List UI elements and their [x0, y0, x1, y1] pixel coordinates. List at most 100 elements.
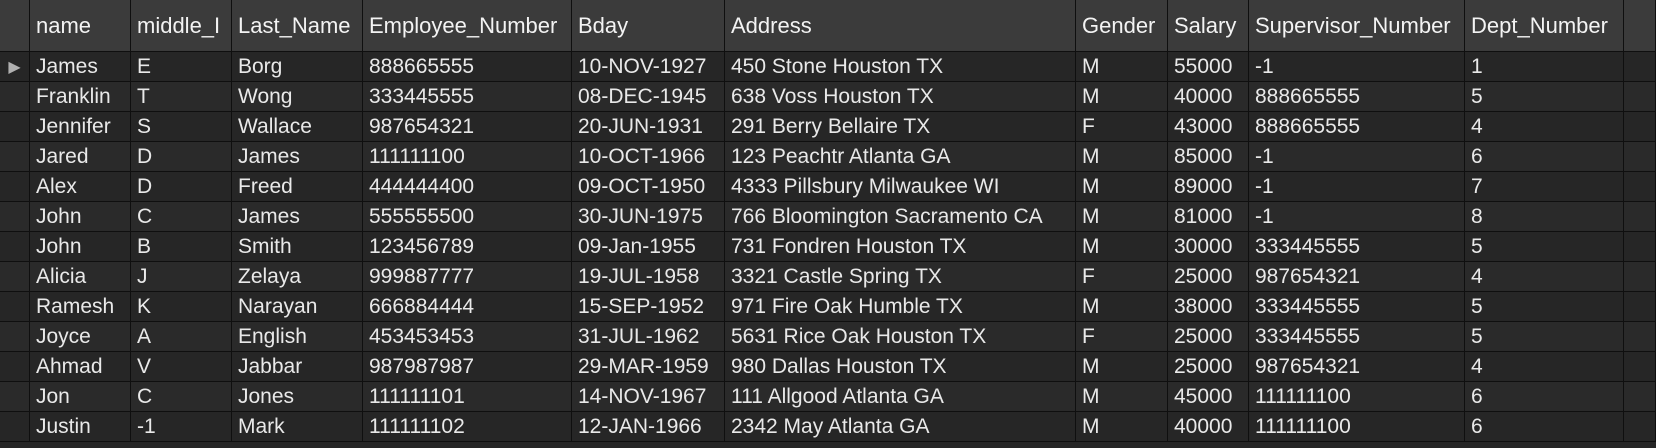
table-row[interactable]: ▶ James E Borg 888665555 10-NOV-1927 450 Stone… — [0, 52, 1656, 82]
cell-gender[interactable]: F — [1076, 262, 1168, 291]
table-row[interactable]: Jon C Jones 111111101 14-NOV-1967 111 Allgood… — [0, 382, 1656, 412]
cell-middle-i[interactable]: K — [131, 292, 232, 321]
cell-employee-number[interactable]: 999887777 — [363, 262, 572, 291]
cell-bday[interactable]: 12-JAN-1966 — [572, 412, 725, 441]
cell-gender[interactable]: M — [1076, 292, 1168, 321]
cell-dept-number[interactable]: 5 — [1465, 322, 1624, 351]
table-row[interactable]: Ramesh K Narayan 666884444 15-SEP-1952 971 Fi… — [0, 292, 1656, 322]
cell-last-name[interactable]: Jabbar — [232, 352, 363, 381]
cell-supervisor-number[interactable]: -1 — [1249, 172, 1465, 201]
cell-address[interactable]: 766 Bloomington Sacramento CA — [725, 202, 1076, 231]
cell-last-name[interactable]: Borg — [232, 52, 363, 81]
cell-dept-number[interactable]: 5 — [1465, 82, 1624, 111]
cell-employee-number[interactable]: 555555500 — [363, 202, 572, 231]
cell-bday[interactable]: 10-OCT-1966 — [572, 142, 725, 171]
cell-supervisor-number[interactable]: 111111100 — [1249, 382, 1465, 411]
table-row[interactable]: John C James 555555500 30-JUN-1975 766 Bloomi… — [0, 202, 1656, 232]
cell-last-name[interactable]: Jones — [232, 382, 363, 411]
column-header-last-name[interactable]: Last_Name — [232, 0, 363, 52]
cell-employee-number[interactable]: 111111102 — [363, 412, 572, 441]
row-gutter[interactable] — [0, 412, 30, 441]
cell-supervisor-number[interactable]: 333445555 — [1249, 322, 1465, 351]
row-gutter[interactable] — [0, 202, 30, 231]
cell-supervisor-number[interactable]: 888665555 — [1249, 82, 1465, 111]
cell-middle-i[interactable]: B — [131, 232, 232, 261]
cell-bday[interactable]: 14-NOV-1967 — [572, 382, 725, 411]
table-row[interactable]: Ahmad V Jabbar 987987987 29-MAR-1959 980 Dall… — [0, 352, 1656, 382]
cell-employee-number[interactable]: 111111101 — [363, 382, 572, 411]
cell-address[interactable]: 4333 Pillsbury Milwaukee WI — [725, 172, 1076, 201]
cell-last-name[interactable]: Mark — [232, 412, 363, 441]
cell-middle-i[interactable]: A — [131, 322, 232, 351]
table-row[interactable]: Franklin T Wong 333445555 08-DEC-1945 638 Vos… — [0, 82, 1656, 112]
cell-supervisor-number[interactable]: 111111100 — [1249, 412, 1465, 441]
cell-name[interactable]: John — [30, 232, 131, 261]
cell-salary[interactable]: 38000 — [1168, 292, 1249, 321]
cell-last-name[interactable]: Smith — [232, 232, 363, 261]
cell-gender[interactable]: M — [1076, 82, 1168, 111]
cell-middle-i[interactable]: C — [131, 202, 232, 231]
cell-gender[interactable]: M — [1076, 172, 1168, 201]
table-row[interactable]: Joyce A English 453453453 31-JUL-1962 5631 Ri… — [0, 322, 1656, 352]
cell-salary[interactable]: 30000 — [1168, 232, 1249, 261]
cell-employee-number[interactable]: 888665555 — [363, 52, 572, 81]
cell-gender[interactable]: M — [1076, 202, 1168, 231]
cell-supervisor-number[interactable]: 333445555 — [1249, 232, 1465, 261]
cell-name[interactable]: Joyce — [30, 322, 131, 351]
cell-dept-number[interactable]: 7 — [1465, 172, 1624, 201]
cell-employee-number[interactable]: 123456789 — [363, 232, 572, 261]
cell-bday[interactable]: 29-MAR-1959 — [572, 352, 725, 381]
cell-middle-i[interactable]: J — [131, 262, 232, 291]
column-header-dept-number[interactable]: Dept_Number — [1465, 0, 1624, 52]
cell-bday[interactable]: 20-JUN-1931 — [572, 112, 725, 141]
table-row[interactable]: Alicia J Zelaya 999887777 19-JUL-1958 3321 Ca… — [0, 262, 1656, 292]
cell-name[interactable]: Justin — [30, 412, 131, 441]
row-gutter[interactable] — [0, 172, 30, 201]
cell-bday[interactable]: 09-OCT-1950 — [572, 172, 725, 201]
cell-address[interactable]: 638 Voss Houston TX — [725, 82, 1076, 111]
column-header-middle-i[interactable]: middle_I — [131, 0, 232, 52]
row-gutter[interactable] — [0, 292, 30, 321]
cell-name[interactable]: Jon — [30, 382, 131, 411]
cell-last-name[interactable]: Zelaya — [232, 262, 363, 291]
cell-dept-number[interactable]: 8 — [1465, 202, 1624, 231]
cell-address[interactable]: 980 Dallas Houston TX — [725, 352, 1076, 381]
column-header-employee-number[interactable]: Employee_Number — [363, 0, 572, 52]
cell-address[interactable]: 291 Berry Bellaire TX — [725, 112, 1076, 141]
cell-address[interactable]: 731 Fondren Houston TX — [725, 232, 1076, 261]
table-row[interactable]: Jennifer S Wallace 987654321 20-JUN-1931 291 … — [0, 112, 1656, 142]
cell-dept-number[interactable]: 1 — [1465, 52, 1624, 81]
cell-last-name[interactable]: Narayan — [232, 292, 363, 321]
cell-last-name[interactable]: English — [232, 322, 363, 351]
cell-last-name[interactable]: James — [232, 202, 363, 231]
cell-address[interactable]: 5631 Rice Oak Houston TX — [725, 322, 1076, 351]
cell-middle-i[interactable]: C — [131, 382, 232, 411]
cell-dept-number[interactable]: 6 — [1465, 412, 1624, 441]
cell-name[interactable]: Jennifer — [30, 112, 131, 141]
cell-employee-number[interactable]: 987654321 — [363, 112, 572, 141]
column-header-supervisor-number[interactable]: Supervisor_Number — [1249, 0, 1465, 52]
cell-gender[interactable]: M — [1076, 52, 1168, 81]
cell-employee-number[interactable]: 111111100 — [363, 142, 572, 171]
cell-dept-number[interactable]: 6 — [1465, 382, 1624, 411]
cell-employee-number[interactable]: 444444400 — [363, 172, 572, 201]
column-header-name[interactable]: name — [30, 0, 131, 52]
table-row[interactable]: John B Smith 123456789 09-Jan-1955 731 Fondre… — [0, 232, 1656, 262]
cell-supervisor-number[interactable]: 333445555 — [1249, 292, 1465, 321]
cell-salary[interactable]: 25000 — [1168, 322, 1249, 351]
cell-bday[interactable]: 08-DEC-1945 — [572, 82, 725, 111]
cell-salary[interactable]: 25000 — [1168, 262, 1249, 291]
row-gutter[interactable] — [0, 232, 30, 261]
cell-gender[interactable]: M — [1076, 382, 1168, 411]
cell-supervisor-number[interactable]: 888665555 — [1249, 112, 1465, 141]
cell-address[interactable]: 111 Allgood Atlanta GA — [725, 382, 1076, 411]
cell-address[interactable]: 450 Stone Houston TX — [725, 52, 1076, 81]
cell-employee-number[interactable]: 453453453 — [363, 322, 572, 351]
cell-name[interactable]: Alex — [30, 172, 131, 201]
row-gutter[interactable] — [0, 142, 30, 171]
cell-name[interactable]: John — [30, 202, 131, 231]
cell-gender[interactable]: M — [1076, 232, 1168, 261]
cell-supervisor-number[interactable]: 987654321 — [1249, 352, 1465, 381]
table-row[interactable]: Justin -1 Mark 111111102 12-JAN-1966 2342 May… — [0, 412, 1656, 442]
